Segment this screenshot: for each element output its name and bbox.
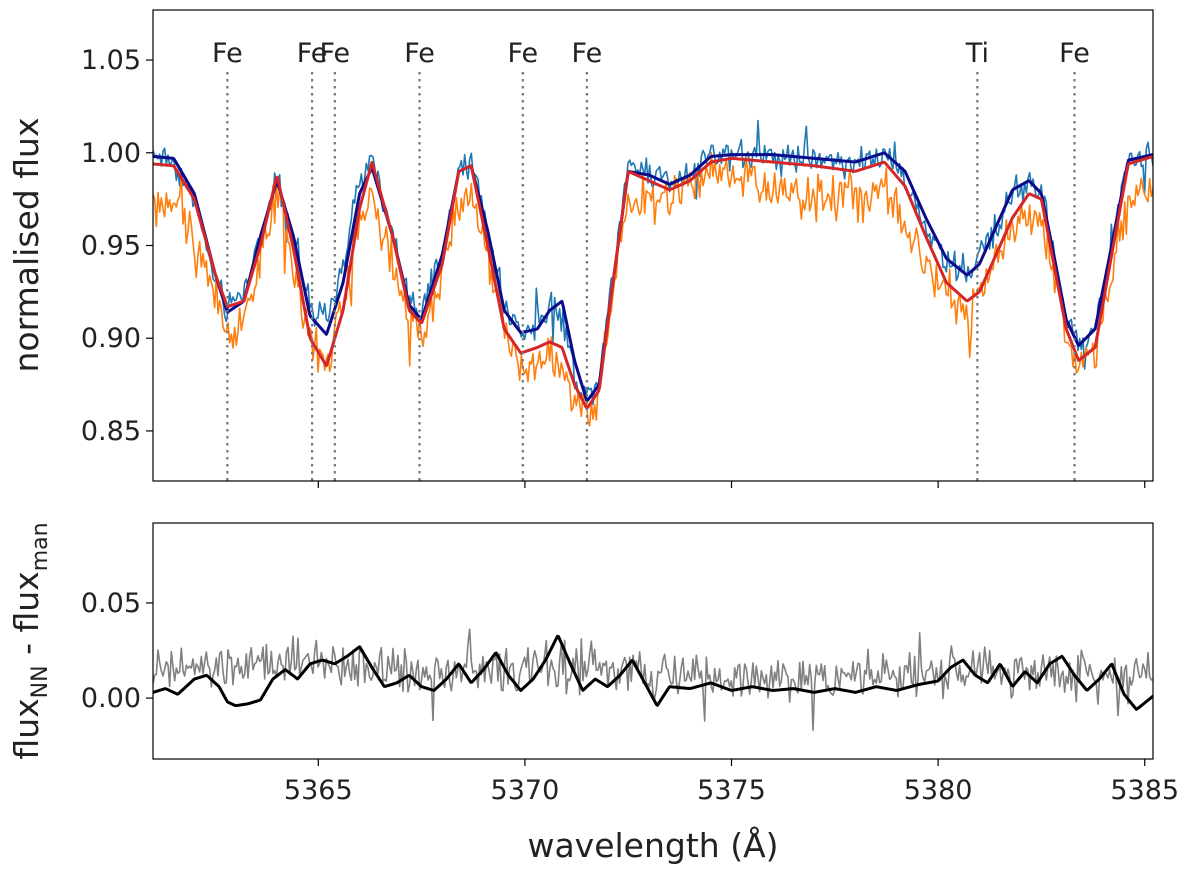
- series-line-0-3: [153, 154, 1153, 410]
- line-marker-label: Fe: [404, 38, 435, 69]
- top-y-axis-label: normalised flux: [7, 118, 46, 373]
- y-tick-label: 0.00: [81, 683, 141, 714]
- bottom-y-axis-label: fluxNN - fluxman: [7, 522, 53, 759]
- ylabel-sub-man: man: [28, 522, 53, 571]
- x-tick-label: 5385: [1110, 775, 1179, 806]
- y-tick-label: 0.90: [81, 323, 141, 354]
- x-tick-label: 5375: [697, 775, 766, 806]
- series-line-1-0: [153, 628, 1153, 732]
- series-line-1-1: [153, 634, 1153, 711]
- x-tick-label: 5370: [491, 775, 560, 806]
- line-marker-label: Fe: [572, 38, 603, 69]
- line-marker-label: Fe: [319, 38, 350, 69]
- line-marker-label: Fe: [1059, 38, 1090, 69]
- bottom-plot-frame: [152, 522, 1154, 760]
- ylabel-flux-1: flux: [7, 698, 46, 759]
- ylabel-minus-flux: - flux: [7, 571, 46, 665]
- y-tick-label: 0.05: [81, 588, 141, 619]
- line-marker-label: Fe: [297, 38, 328, 69]
- line-marker-label: Ti: [965, 38, 989, 69]
- line-marker-label: Fe: [212, 38, 243, 69]
- top-plot-frame: [152, 9, 1154, 482]
- x-axis-label: wavelength (Å): [527, 825, 778, 865]
- y-tick-label: 1.00: [81, 138, 141, 169]
- ylabel-sub-nn: NN: [28, 665, 53, 698]
- y-tick-label: 1.05: [81, 45, 141, 76]
- x-tick-label: 5365: [284, 775, 353, 806]
- bottom-panel: 0.00 0.05 5365 5370 5375 5380 5385 fluxNN - f…: [7, 522, 1179, 865]
- series-line-0-1: [153, 152, 1153, 427]
- series-line-0-2: [153, 151, 1153, 403]
- x-tick-label: 5380: [904, 775, 973, 806]
- y-tick-label: 0.95: [81, 231, 141, 262]
- line-marker-label: Fe: [507, 38, 538, 69]
- y-tick-label: 0.85: [81, 416, 141, 447]
